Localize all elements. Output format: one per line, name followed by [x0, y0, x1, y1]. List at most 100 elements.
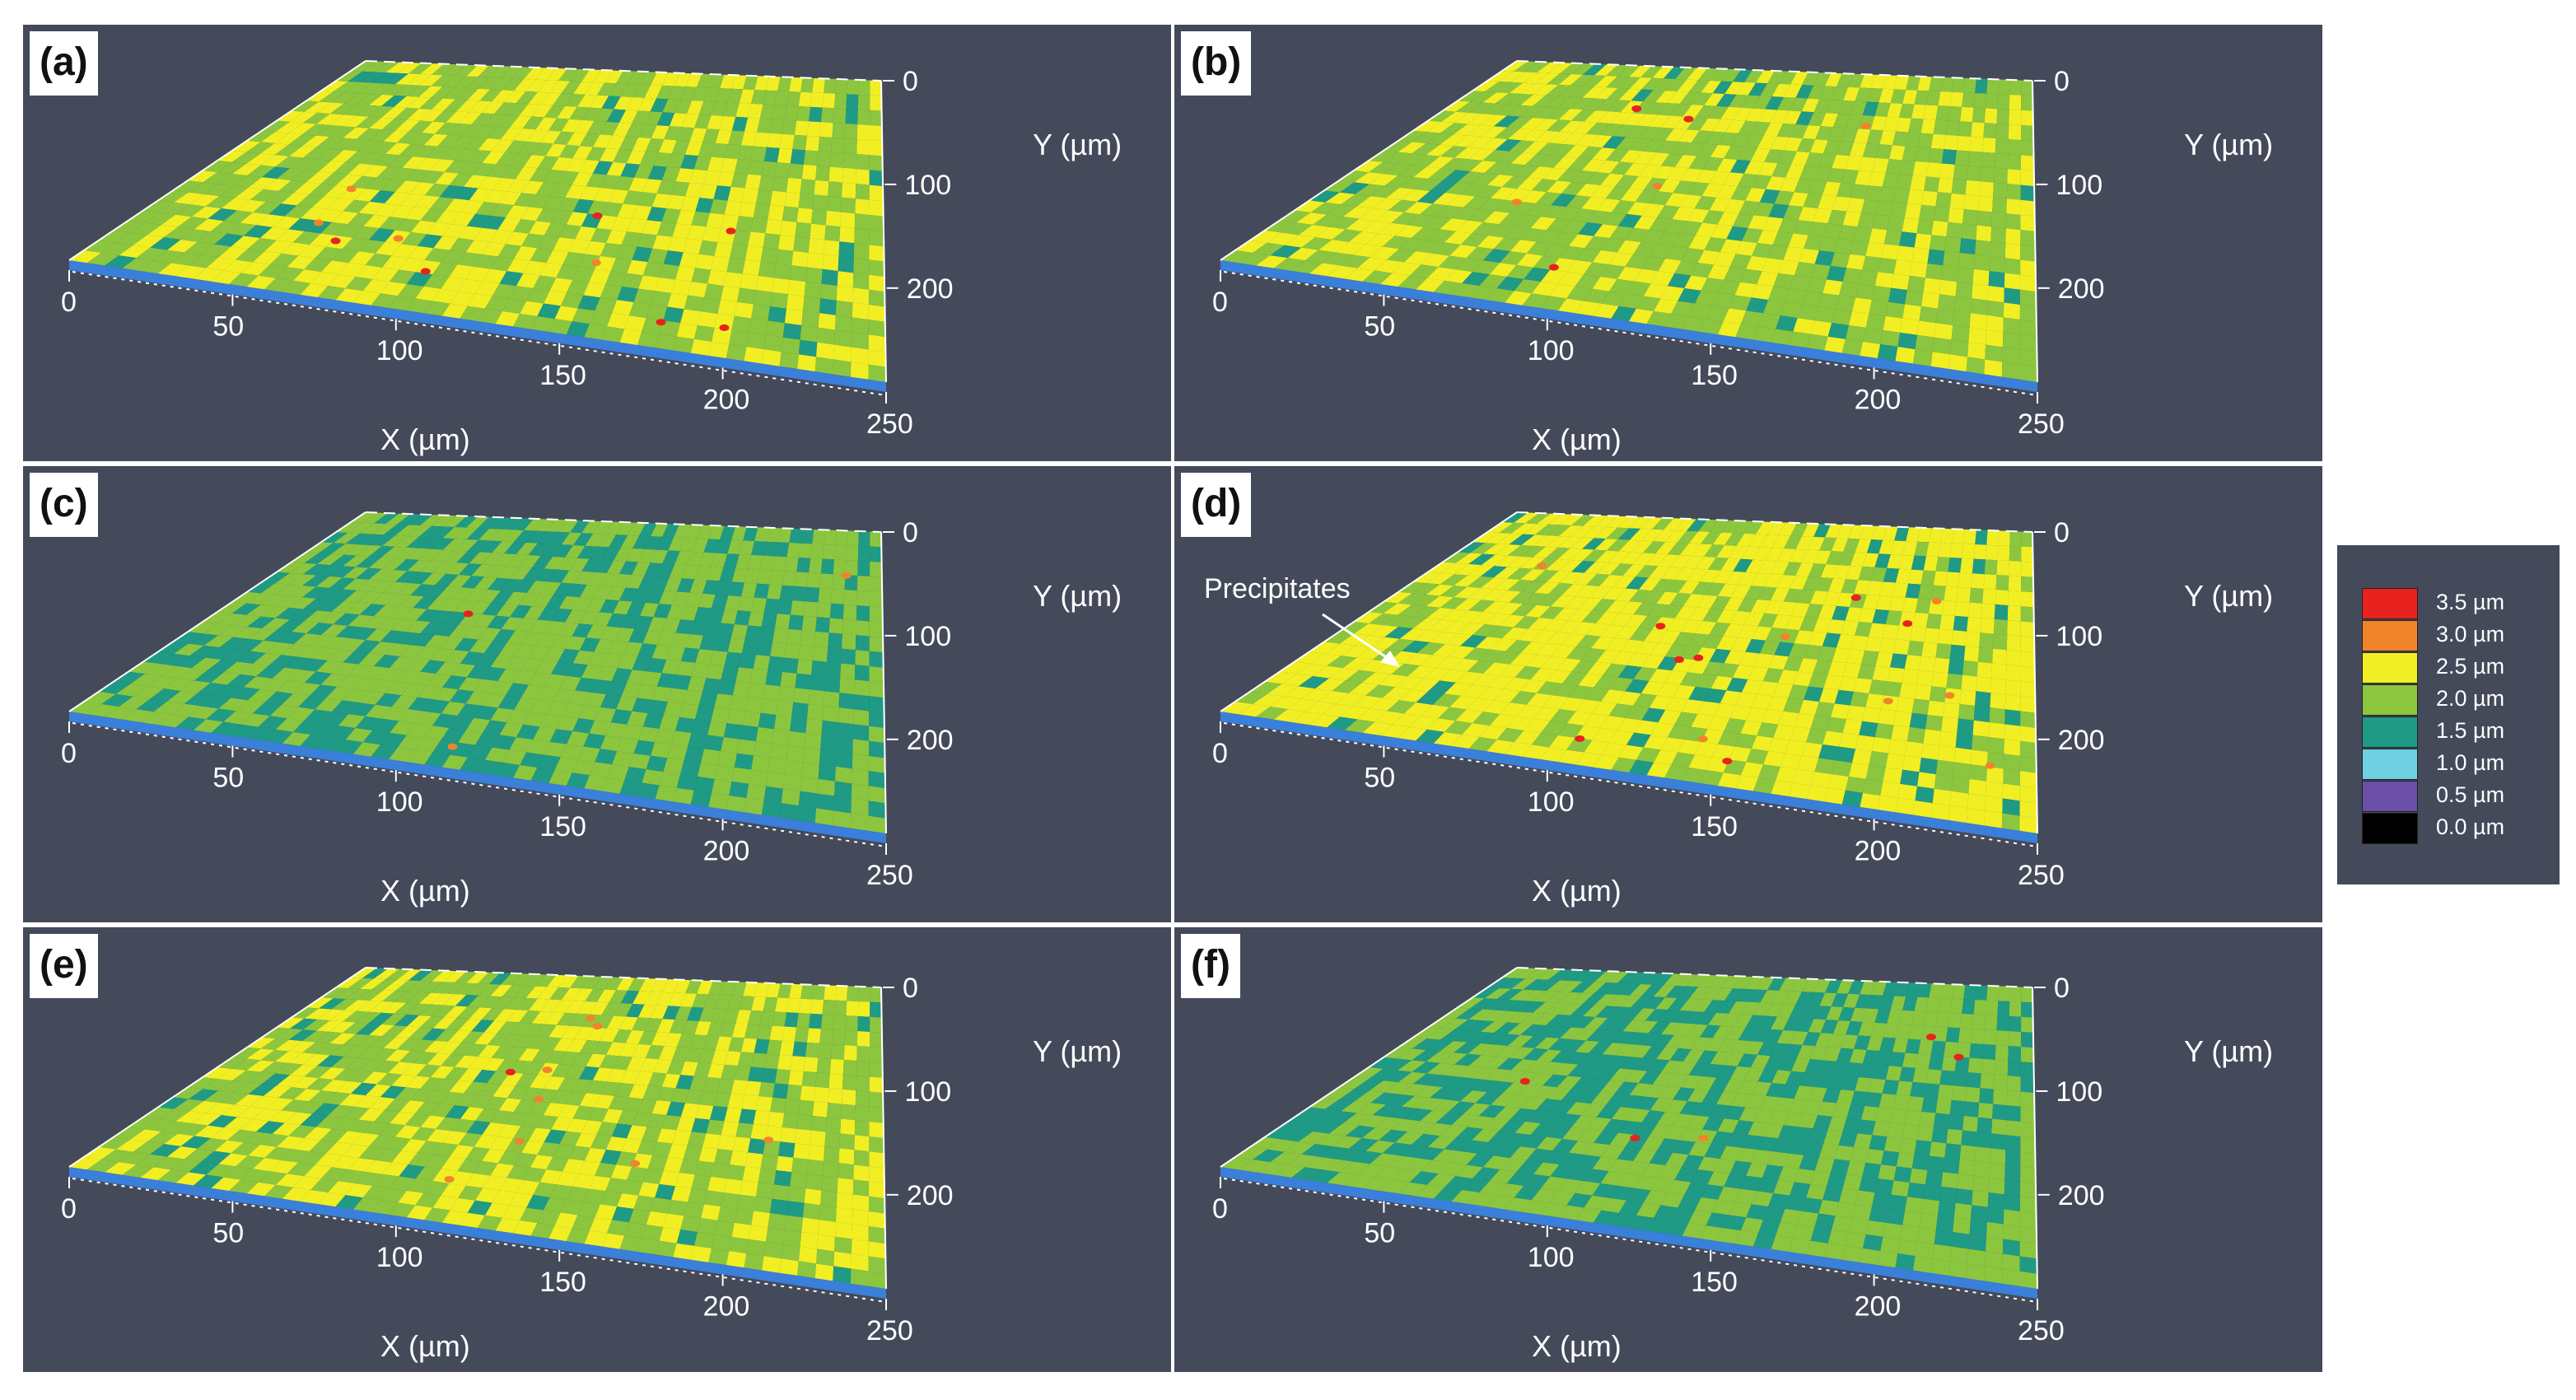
surface-cell	[1557, 749, 1584, 765]
surface-cell	[1911, 555, 1926, 571]
surface-cell	[734, 1066, 751, 1081]
surface-cell	[584, 692, 606, 707]
surface-cell	[1838, 225, 1858, 240]
surface-cell	[1284, 686, 1316, 699]
surface-cell	[1533, 95, 1558, 107]
surface-cell	[784, 1099, 800, 1115]
surface-speckle	[533, 1095, 544, 1103]
surface-cell	[1656, 140, 1678, 154]
surface-cell	[519, 555, 541, 568]
surface-cell	[441, 1054, 464, 1067]
surface-cell	[456, 100, 480, 113]
surface-cell	[1509, 534, 1535, 546]
surface-cell	[376, 1072, 403, 1086]
surface-cell	[1556, 658, 1582, 672]
surface-cell	[1617, 972, 1640, 984]
surface-cell	[730, 172, 749, 189]
surface-cell	[1510, 523, 1538, 534]
surface-cell	[1593, 303, 1619, 319]
surface-cell	[1679, 221, 1703, 236]
surface-cell	[663, 702, 684, 717]
surface-cell	[1794, 713, 1815, 729]
surface-cell	[1514, 61, 1540, 72]
surface-cell	[853, 709, 870, 726]
surface-cell	[726, 709, 745, 726]
x-tick-label: 0	[61, 287, 77, 318]
surface-cell	[1641, 655, 1665, 670]
surface-cell	[852, 768, 869, 786]
surface-cell	[1728, 545, 1748, 559]
surface-cell	[1675, 973, 1696, 987]
surface-cell	[841, 648, 856, 665]
surface-cell	[1481, 138, 1508, 150]
surface-cell	[1935, 557, 1950, 572]
surface-cell	[754, 527, 769, 542]
surface-cell	[1855, 283, 1875, 301]
surface-cell	[1830, 703, 1850, 720]
surface-cell	[1738, 651, 1760, 667]
surface-cell	[1887, 554, 1903, 569]
surface-cell	[315, 1020, 343, 1032]
surface-cell	[842, 618, 856, 636]
surface-cell	[1516, 177, 1543, 191]
surface-cell	[430, 159, 455, 172]
surface-speckle	[1575, 735, 1585, 743]
surface-cell	[601, 96, 621, 110]
surface-cell	[510, 153, 532, 167]
surface-cell	[260, 583, 289, 595]
surface-cell	[1925, 542, 1941, 558]
surface-cell	[1585, 122, 1610, 135]
surface-cell	[628, 753, 651, 770]
surface-cell	[515, 1073, 538, 1088]
surface-cell	[335, 1195, 363, 1210]
surface-cell	[625, 123, 645, 138]
surface-cell	[1917, 76, 1932, 91]
surface-cell	[524, 518, 545, 531]
surface-cell	[1558, 1015, 1583, 1028]
surface-cell	[2020, 230, 2036, 247]
surface-cell	[1369, 601, 1398, 614]
surface-cell	[84, 240, 116, 253]
surface-cell	[1369, 150, 1398, 162]
y-tick-label: 0	[2054, 66, 2070, 97]
surface-cell	[454, 186, 478, 201]
surface-cell	[676, 774, 698, 791]
surface-cell	[1883, 982, 1898, 996]
surface-cell	[356, 128, 382, 141]
surface-cell	[449, 1080, 474, 1094]
surface-cell	[247, 581, 276, 594]
surface-cell	[601, 547, 621, 561]
surface-cell	[844, 124, 858, 140]
surface-cell	[1944, 586, 1958, 602]
surface-cell	[1665, 985, 1687, 998]
surface-cell	[258, 1171, 287, 1185]
surface-cell	[620, 83, 640, 97]
surface-cell	[1536, 681, 1562, 696]
surface-cell	[1558, 525, 1584, 537]
surface-cell	[714, 693, 733, 710]
surface-cell	[695, 1160, 715, 1177]
surface-cell	[381, 119, 408, 131]
surface-cell	[721, 1192, 740, 1209]
surface-cell	[714, 313, 735, 330]
surface-cell	[1644, 628, 1667, 643]
surface-cell	[385, 1049, 411, 1062]
surface-cell	[1643, 541, 1666, 554]
surface-cell	[445, 1105, 469, 1119]
surface-cell	[810, 1130, 826, 1147]
surface-cell	[586, 598, 606, 613]
surface-cell	[557, 1012, 577, 1026]
surface-cell	[1696, 595, 1718, 609]
surface-cell	[355, 116, 382, 128]
surface-cell	[458, 677, 483, 692]
surface-cell	[1984, 359, 2003, 377]
surface-cell	[786, 998, 801, 1014]
surface-cell	[857, 1016, 870, 1032]
surface-cell	[1962, 999, 1976, 1015]
surface-cell	[1887, 103, 1903, 118]
surface-cell	[1959, 689, 1976, 707]
surface-cell	[1777, 601, 1797, 616]
surface-cell	[1753, 653, 1775, 669]
surface-cell	[246, 1071, 276, 1085]
